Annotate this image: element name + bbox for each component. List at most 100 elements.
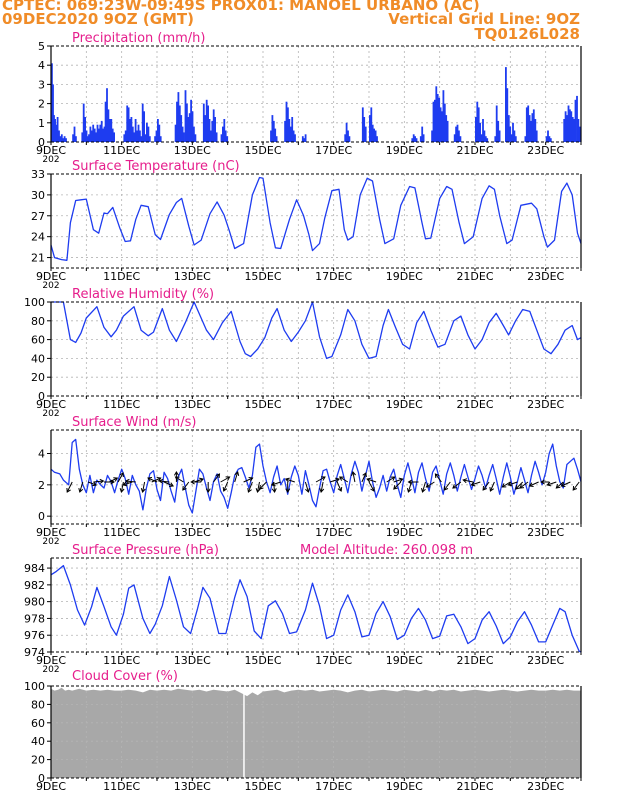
x-tick-label: 11DEC bbox=[103, 780, 140, 793]
x-tick-label: 23DEC bbox=[527, 270, 564, 283]
header-grid-note: Vertical Grid Line: 9OZ bbox=[388, 10, 580, 28]
precip-bar-4 bbox=[55, 124, 57, 142]
wind-vector-11 bbox=[151, 477, 161, 483]
y-tick-label: 80 bbox=[31, 315, 45, 328]
precip-bar-156 bbox=[495, 105, 498, 142]
wind-arrowhead-14 bbox=[158, 478, 164, 484]
series-line-2 bbox=[51, 301, 582, 360]
panel-4: 974 976 978 980 982 984 9DEC 11DEC 13DEC 15DEC 17D… bbox=[24, 543, 582, 675]
wind-vector-23 bbox=[223, 481, 229, 492]
precip-bar-188 bbox=[574, 99, 577, 142]
x-tick-label: 17DEC bbox=[315, 270, 352, 283]
wind-vector-26 bbox=[247, 481, 253, 493]
x-tick-label: 15DEC bbox=[244, 270, 281, 283]
precip-bar-122 bbox=[411, 138, 414, 142]
y-tick-label: 980 bbox=[24, 596, 45, 609]
wind-arrowhead-52 bbox=[452, 484, 457, 489]
precip-bar-43 bbox=[129, 119, 131, 142]
precip-bar-106 bbox=[301, 136, 304, 142]
wind-vector-2 bbox=[87, 481, 97, 486]
precip-bar-112 bbox=[348, 136, 351, 142]
precip-bar-177 bbox=[547, 130, 549, 142]
wind-vector-63 bbox=[547, 481, 557, 486]
series-line-4 bbox=[50, 564, 582, 653]
precip-bar-16 bbox=[82, 103, 85, 142]
wind-arrowhead-18 bbox=[199, 477, 205, 483]
precip-bar-184 bbox=[569, 109, 571, 142]
precip-bar-110 bbox=[345, 122, 348, 142]
precip-bar-46 bbox=[133, 132, 136, 142]
wind-vector-49 bbox=[426, 481, 435, 488]
wind-vector-8 bbox=[123, 481, 133, 486]
x-year-label: 202 bbox=[42, 665, 59, 675]
precip-bar-80 bbox=[205, 99, 208, 142]
precip-bar-144 bbox=[458, 130, 460, 142]
precip-bar-98 bbox=[284, 120, 286, 142]
wind-vector-39 bbox=[352, 471, 356, 483]
wind-arrowhead-30 bbox=[270, 481, 276, 487]
precip-bar-1 bbox=[52, 84, 54, 142]
precip-bar-103 bbox=[291, 117, 294, 142]
precip-bar-133 bbox=[436, 94, 439, 142]
y-tick-label: 0 bbox=[38, 136, 45, 149]
precip-bar-59 bbox=[155, 130, 158, 142]
precip-bar-172 bbox=[531, 113, 534, 142]
precip-bar-36 bbox=[110, 119, 113, 142]
precip-bar-62 bbox=[159, 136, 162, 142]
wind-arrowhead-50 bbox=[434, 473, 440, 479]
precip-bar-187 bbox=[573, 119, 575, 142]
wind-arrowhead-13 bbox=[169, 482, 174, 487]
wind-arrowhead-66 bbox=[572, 485, 578, 491]
wind-vector-12 bbox=[147, 477, 158, 483]
y-tick-label: 4 bbox=[38, 59, 45, 72]
panel-title: Cloud Cover (%) bbox=[72, 669, 178, 684]
precip-bar-160 bbox=[506, 88, 509, 142]
precip-bar-164 bbox=[512, 122, 514, 142]
precip-bar-49 bbox=[137, 124, 140, 142]
precip-bar-31 bbox=[103, 126, 106, 142]
precip-bar-72 bbox=[187, 117, 190, 142]
wind-arrowhead-27 bbox=[255, 488, 261, 493]
wind-arrowhead-49 bbox=[425, 483, 431, 488]
precip-bar-183 bbox=[567, 105, 570, 142]
y-tick-label: 24 bbox=[31, 231, 45, 244]
x-tick-label: 21DEC bbox=[456, 654, 493, 667]
precip-bar-25 bbox=[95, 132, 97, 142]
wind-arrowhead-29 bbox=[271, 488, 277, 493]
wind-arrowhead-63 bbox=[546, 481, 552, 487]
y-tick-label: 27 bbox=[31, 210, 45, 223]
precip-bar-81 bbox=[207, 105, 209, 142]
wind-arrowhead-17 bbox=[182, 485, 187, 491]
precip-bar-54 bbox=[144, 134, 147, 142]
panel-title: Surface Wind (m/s) bbox=[72, 415, 196, 430]
wind-vector-61 bbox=[529, 481, 539, 487]
wind-vector-29 bbox=[273, 481, 276, 493]
precip-bar-9 bbox=[62, 138, 65, 142]
precip-bar-24 bbox=[93, 128, 96, 142]
wind-vector-44 bbox=[393, 478, 403, 483]
precip-bar-6 bbox=[58, 130, 60, 142]
y-tick-label: 100 bbox=[24, 680, 45, 693]
precip-bar-69 bbox=[183, 132, 185, 142]
precip-bar-90 bbox=[223, 119, 226, 142]
wind-arrowhead-9 bbox=[124, 478, 130, 484]
precip-bar-64 bbox=[176, 101, 178, 142]
wind-arrowhead-62 bbox=[540, 479, 545, 485]
wind-vector-57 bbox=[502, 481, 511, 488]
precip-bar-48 bbox=[136, 130, 138, 142]
wind-arrowhead-65 bbox=[560, 482, 566, 487]
x-year-label: 202 bbox=[42, 537, 59, 547]
precip-bar-99 bbox=[285, 101, 288, 142]
precip-bar-44 bbox=[130, 117, 133, 142]
precip-bar-190 bbox=[577, 119, 580, 142]
y-tick-label: 976 bbox=[24, 629, 45, 642]
wind-arrowhead-53 bbox=[462, 478, 468, 484]
x-tick-label: 15DEC bbox=[244, 144, 281, 157]
precip-bar-124 bbox=[414, 136, 416, 142]
panel-0: 0 1 2 3 4 5 9DEC 11DEC 13DEC 15DEC 17DEC 19DEC 21DEC… bbox=[36, 31, 582, 165]
x-tick-label: 23DEC bbox=[527, 526, 564, 539]
precip-bar-67 bbox=[180, 115, 183, 142]
wind-vector-59 bbox=[515, 481, 524, 490]
precip-bar-169 bbox=[527, 105, 530, 142]
precip-bar-2 bbox=[53, 115, 55, 142]
